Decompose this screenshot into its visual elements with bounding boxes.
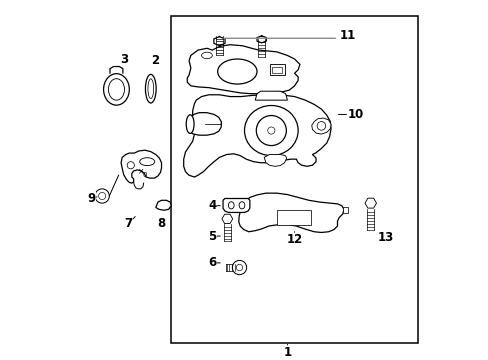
Ellipse shape	[239, 202, 244, 209]
Polygon shape	[121, 150, 161, 183]
Bar	[342, 207, 347, 213]
Polygon shape	[187, 45, 299, 94]
Text: 8: 8	[157, 217, 165, 230]
Circle shape	[99, 193, 105, 199]
Bar	[271, 67, 282, 73]
Text: 9: 9	[87, 192, 95, 205]
Ellipse shape	[201, 52, 212, 59]
Bar	[171, 16, 417, 343]
Text: 12: 12	[286, 233, 302, 246]
Text: 3: 3	[121, 53, 128, 66]
Polygon shape	[156, 200, 171, 210]
Ellipse shape	[228, 202, 234, 209]
Ellipse shape	[145, 75, 156, 103]
Circle shape	[267, 127, 274, 134]
Ellipse shape	[186, 115, 194, 134]
Polygon shape	[183, 94, 330, 177]
Ellipse shape	[140, 158, 154, 166]
Text: 6: 6	[208, 256, 216, 269]
Text: 5: 5	[208, 230, 216, 243]
Ellipse shape	[108, 79, 124, 100]
Circle shape	[127, 162, 134, 169]
Text: $\times$: $\times$	[137, 167, 144, 176]
Polygon shape	[264, 154, 286, 166]
Polygon shape	[311, 118, 330, 134]
Circle shape	[236, 264, 242, 271]
Text: 11: 11	[339, 29, 356, 42]
Polygon shape	[255, 91, 287, 100]
Text: 13: 13	[377, 231, 393, 244]
Text: 10: 10	[346, 108, 363, 121]
Bar	[269, 64, 284, 75]
Ellipse shape	[148, 79, 153, 99]
Ellipse shape	[103, 74, 129, 105]
Polygon shape	[238, 193, 343, 233]
Circle shape	[232, 260, 246, 275]
Circle shape	[256, 116, 286, 145]
Polygon shape	[189, 113, 221, 135]
Ellipse shape	[217, 59, 257, 84]
Text: 7: 7	[124, 217, 132, 230]
Circle shape	[316, 122, 325, 130]
Polygon shape	[223, 198, 249, 212]
Circle shape	[95, 189, 109, 203]
Text: 0: 0	[142, 171, 146, 177]
Text: 2: 2	[151, 54, 159, 67]
Text: 1: 1	[283, 346, 291, 359]
Text: 4: 4	[208, 199, 216, 212]
Ellipse shape	[244, 105, 298, 156]
Bar	[276, 210, 310, 225]
